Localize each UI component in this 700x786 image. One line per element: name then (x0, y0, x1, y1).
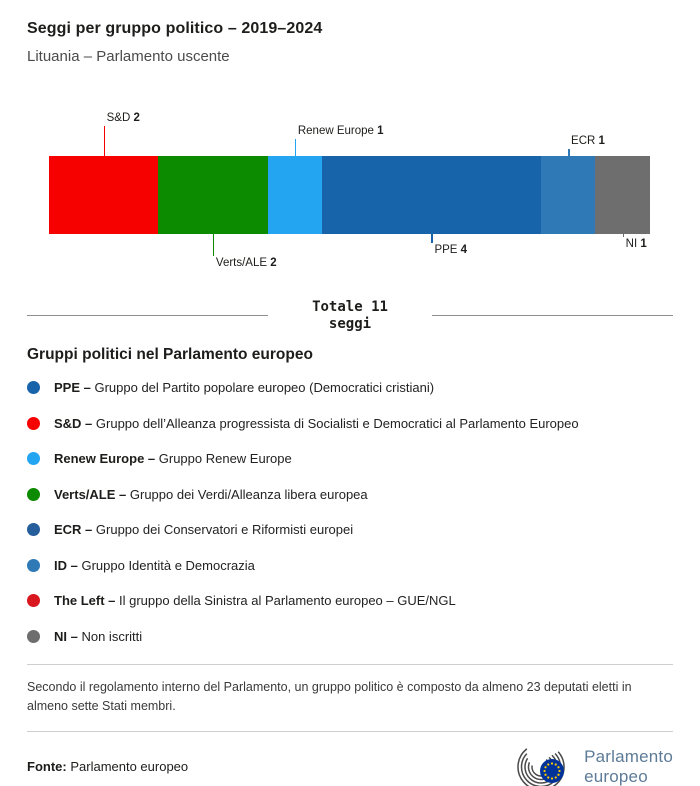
legend-dot-s-d (27, 416, 40, 430)
callout-label-ecr: ECR 1 (571, 134, 605, 147)
hemicycle-eu-flag-icon (517, 743, 565, 786)
page-subtitle: Lituania – Parlamento uscente (27, 48, 230, 65)
legend-label-s-d: S&D – Gruppo dell’Alleanza progressista … (54, 415, 579, 431)
europarl-logo-line2: europeo (584, 766, 648, 786)
legend-label-id: ID – Gruppo Identità e Democrazia (54, 557, 255, 573)
callout-line-ecr (568, 149, 570, 156)
source-label: Fonte: (27, 759, 67, 775)
legend-label-verts-ale: Verts/ALE – Gruppo dei Verdi/Alleanza li… (54, 486, 368, 502)
europarl-logo-line1: Parlamento (584, 746, 673, 766)
legend-dot-ppe (27, 381, 40, 395)
legend-item-the-left: The Left – Il gruppo della Sinistra al P… (27, 593, 673, 608)
bar-segment-verts-ale[interactable] (158, 156, 268, 234)
callout-label-renew-europe: Renew Europe 1 (297, 124, 384, 137)
callout-label-ni: NI 1 (625, 238, 647, 250)
legend-dot-the-left (27, 594, 40, 608)
legend-item-verts-ale: Verts/ALE – Gruppo dei Verdi/Alleanza li… (27, 487, 673, 502)
europarl-logo: Parlamento europeo (516, 742, 673, 786)
legend-list: PPE – Gruppo del Partito popolare europe… (27, 380, 673, 644)
legend-label-ppe: PPE – Gruppo del Partito popolare europe… (54, 380, 435, 396)
legend-dot-verts-ale (27, 487, 40, 501)
total-seats-line2: seggi (328, 315, 372, 332)
footer-divider (27, 730, 673, 732)
legend-item-ecr: ECR – Gruppo dei Conservatori e Riformis… (27, 522, 673, 537)
total-divider: Totale 11 seggi (27, 299, 674, 332)
callout-line-verts-ale (212, 234, 215, 256)
legend-dot-ecr (27, 523, 40, 537)
legend-dot-ni (27, 629, 40, 643)
bar-segment-renew-europe[interactable] (267, 156, 323, 234)
legend-label-the-left: The Left – Il gruppo della Sinistra al P… (54, 593, 456, 609)
stacked-bar (49, 156, 650, 234)
europarl-logo-text: Parlamento europeo (584, 747, 673, 786)
legend-dot-renew-europe (27, 452, 40, 466)
legend-item-id: ID – Gruppo Identità e Democrazia (27, 558, 673, 573)
callout-line-renew-europe (294, 139, 297, 156)
legend-label-renew-europe: Renew Europe – Gruppo Renew Europe (54, 451, 292, 467)
legend-label-ecr: ECR – Gruppo dei Conservatori e Riformis… (54, 522, 354, 538)
source-text: Parlamento europeo (70, 759, 189, 775)
bar-segment-ppe[interactable] (322, 156, 541, 234)
source-line: Fonte: Parlamento europeo (27, 759, 188, 774)
bar-segment-ecr[interactable] (540, 156, 596, 234)
callout-label-s-d: S&D 2 (106, 111, 140, 124)
divider-line-left (27, 315, 269, 317)
footnote-divider (27, 664, 673, 666)
callout-line-s-d (103, 126, 106, 156)
footer: Fonte: Parlamento europeo (27, 742, 673, 786)
divider-line-right (431, 315, 674, 317)
bar-segment-s-d[interactable] (49, 156, 159, 234)
chart-area: S&D 2 Verts/ALE 2 Renew Europe 1 PPE 4 ECR 1… (49, 111, 650, 271)
legend-item-ni: NI – Non iscritti (27, 629, 673, 644)
total-seats-label: Totale 11 seggi (268, 299, 432, 332)
legend-item-s-d: S&D – Gruppo dell’Alleanza progressista … (27, 416, 673, 431)
footnote-text: Secondo il regolamento interno del Parla… (27, 680, 632, 714)
legend-label-ni: NI – Non iscritti (54, 628, 143, 644)
legend-dot-id (27, 558, 40, 572)
page-title: Seggi per gruppo politico – 2019–2024 (27, 20, 323, 37)
total-seats-line1: Totale 11 (312, 299, 388, 315)
callout-line-ni (622, 234, 625, 237)
callout-label-verts-ale: Verts/ALE 2 (215, 257, 277, 269)
legend-item-ppe: PPE – Gruppo del Partito popolare europe… (27, 380, 673, 395)
callout-line-ppe (431, 234, 433, 243)
bar-segment-ni[interactable] (595, 156, 650, 234)
callout-label-ppe: PPE 4 (434, 244, 468, 256)
legend-heading: Gruppi politici nel Parlamento europeo (27, 346, 313, 364)
legend-item-renew-europe: Renew Europe – Gruppo Renew Europe (27, 451, 673, 466)
